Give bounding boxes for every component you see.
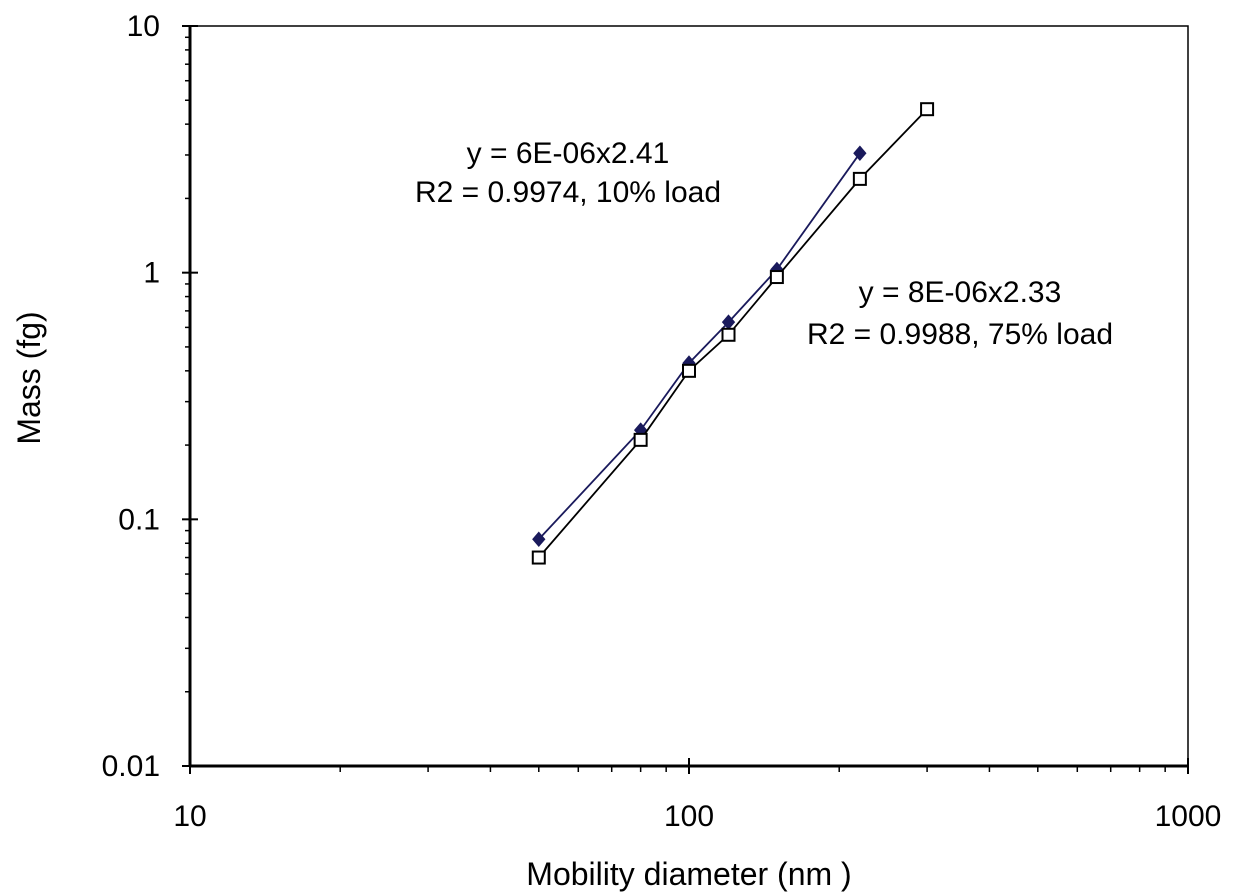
data-point [769, 270, 784, 285]
y-tick-label: 10 [127, 10, 160, 43]
annotation-75-load-r2: R2 = 0.9988, 75% load [807, 318, 1113, 351]
data-point [852, 171, 867, 186]
annotation-10-load-equation: y = 6E-06x2.41 [467, 137, 670, 170]
x-tick-label: 1000 [1155, 800, 1222, 833]
data-point [633, 432, 648, 447]
series-2 [531, 102, 935, 565]
x-tick-label: 10 [173, 800, 206, 833]
y-tick-label: 0.01 [102, 750, 160, 783]
x-tick-label: 100 [664, 800, 714, 833]
tick-labels: 0.01 0.1 1 10 10 100 1000 [102, 10, 1222, 833]
data-point [853, 145, 867, 161]
plot-area [189, 25, 1189, 767]
series-layer [531, 102, 935, 565]
data-point [721, 327, 736, 342]
x-axis-title: Mobility diameter (nm ) [526, 856, 851, 892]
annotation-75-load-equation: y = 8E-06x2.33 [859, 276, 1062, 309]
data-point [532, 531, 546, 548]
y-tick-label: 0.1 [118, 503, 160, 536]
axes [182, 25, 1189, 774]
data-point [531, 550, 546, 565]
y-axis-title: Mass (fg) [11, 311, 47, 444]
y-tick-label: 1 [143, 257, 160, 290]
annotation-10-load-r2: R2 = 0.9974, 10% load [415, 176, 721, 209]
series-line [538, 152, 861, 540]
data-point [920, 102, 935, 117]
data-point [682, 363, 696, 378]
